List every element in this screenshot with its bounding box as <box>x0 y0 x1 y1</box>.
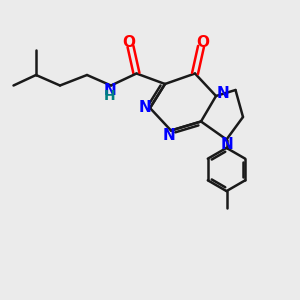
Text: N: N <box>138 100 151 116</box>
Text: O: O <box>196 35 209 50</box>
Text: N: N <box>163 128 176 143</box>
Text: H: H <box>104 89 115 103</box>
Text: N: N <box>216 86 229 101</box>
Text: N: N <box>103 83 116 98</box>
Text: O: O <box>122 35 136 50</box>
Text: N: N <box>220 137 233 152</box>
